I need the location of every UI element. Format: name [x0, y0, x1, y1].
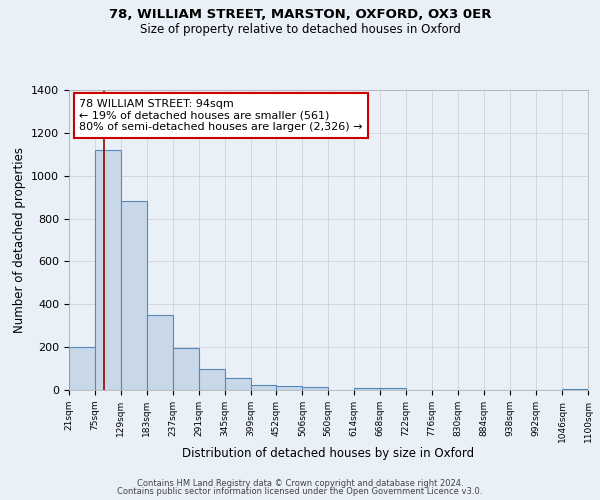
Bar — [121, 202, 147, 390]
Bar — [95, 150, 121, 390]
Bar — [225, 378, 251, 390]
Bar — [562, 389, 588, 390]
Text: Size of property relative to detached houses in Oxford: Size of property relative to detached ho… — [140, 22, 460, 36]
Bar — [354, 388, 380, 390]
Text: Contains HM Land Registry data © Crown copyright and database right 2024.: Contains HM Land Registry data © Crown c… — [137, 478, 463, 488]
Text: 78, WILLIAM STREET, MARSTON, OXFORD, OX3 0ER: 78, WILLIAM STREET, MARSTON, OXFORD, OX3… — [109, 8, 491, 20]
Bar — [251, 384, 277, 390]
Bar — [199, 368, 225, 390]
Bar — [69, 347, 95, 390]
X-axis label: Distribution of detached houses by size in Oxford: Distribution of detached houses by size … — [182, 448, 475, 460]
Bar — [302, 388, 328, 390]
Bar — [147, 315, 173, 390]
Y-axis label: Number of detached properties: Number of detached properties — [13, 147, 26, 333]
Bar — [277, 386, 302, 390]
Text: Contains public sector information licensed under the Open Government Licence v3: Contains public sector information licen… — [118, 487, 482, 496]
Bar — [380, 388, 406, 390]
Bar — [173, 348, 199, 390]
Text: 78 WILLIAM STREET: 94sqm
← 19% of detached houses are smaller (561)
80% of semi-: 78 WILLIAM STREET: 94sqm ← 19% of detach… — [79, 99, 363, 132]
